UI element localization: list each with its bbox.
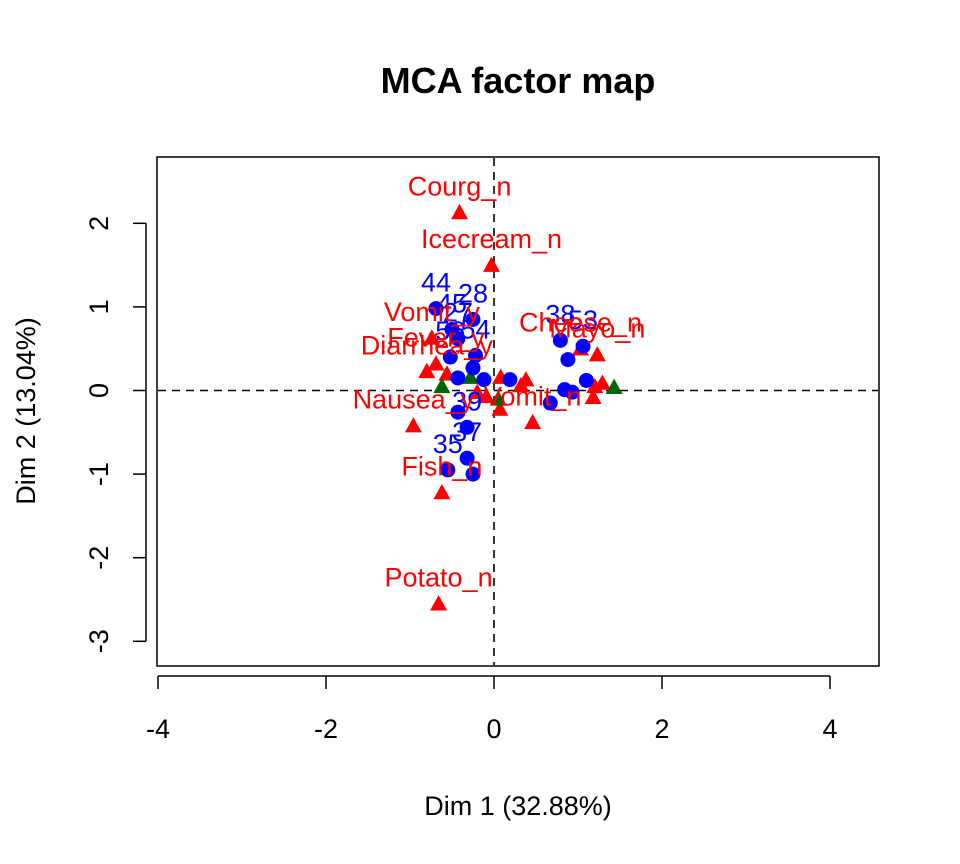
point-label-fish-n: Fish_n xyxy=(401,451,482,481)
y-tick-label: -1 xyxy=(84,462,114,486)
point-label-fever-y: Fever_y xyxy=(387,323,485,353)
individual-point-37 xyxy=(459,450,475,466)
point-label-54: 54 xyxy=(460,314,490,344)
x-axis: -4 -2 0 2 4 xyxy=(146,675,838,744)
chart-title: MCA factor map xyxy=(381,60,656,101)
point-label-44: 44 xyxy=(421,268,451,298)
category-point-potato-y xyxy=(468,383,486,399)
category-point-sex-f xyxy=(461,368,479,384)
point-label-38: 38 xyxy=(545,299,575,329)
individual-point-39 xyxy=(459,419,475,435)
individual-point-28 xyxy=(465,311,481,327)
category-point-potato-n xyxy=(430,595,448,611)
x-tick-label: 2 xyxy=(654,714,669,744)
category-point-abdo-n xyxy=(584,388,602,404)
individual-point xyxy=(542,395,558,411)
point-label-39: 39 xyxy=(452,386,482,416)
point-label-cheese-n: Cheese_n xyxy=(519,308,642,338)
point-label-courg-n: Courg_n xyxy=(408,171,512,201)
category-point-icecream-n xyxy=(482,256,500,272)
point-label-28: 28 xyxy=(458,278,488,308)
individual-point xyxy=(465,466,481,482)
point-label-37: 37 xyxy=(452,417,482,447)
category-point-age xyxy=(433,377,451,394)
individual-point xyxy=(502,372,518,388)
y-axis: -3 -2 -1 0 1 2 xyxy=(84,216,147,653)
x-tick-label: -4 xyxy=(146,714,170,744)
individual-point xyxy=(560,352,576,368)
individual-point xyxy=(578,372,594,388)
y-axis-label: Dim 2 (13.04%) xyxy=(11,317,41,505)
y-tick-label: 0 xyxy=(84,383,114,398)
category-point-fish-n xyxy=(433,483,451,500)
y-tick-label: 1 xyxy=(84,299,114,314)
point-label-potato-n: Potato_n xyxy=(385,563,493,593)
category-point-icecream-y xyxy=(477,387,495,404)
category-point-diarrhea-n xyxy=(593,374,611,390)
individual-point xyxy=(450,370,466,386)
category-point-diarrhea-y xyxy=(418,362,436,379)
category-point-vomit-n xyxy=(524,413,542,430)
individual-point-44 xyxy=(428,301,444,317)
y-tick-label: -2 xyxy=(84,546,114,570)
x-tick-label: -2 xyxy=(314,714,338,744)
data-marks xyxy=(404,203,623,611)
point-label-vomit-n: Vomit_n xyxy=(484,381,582,411)
category-point-fever-y xyxy=(427,355,445,371)
category-point-courg-y xyxy=(512,376,530,393)
category-point-nausea-n xyxy=(491,400,509,416)
individual-point-35 xyxy=(440,462,456,478)
category-point-courg-n xyxy=(451,203,469,220)
individual-point-54 xyxy=(468,347,484,363)
point-label-mayo-n: Mayo_n xyxy=(549,314,645,344)
individual-point xyxy=(465,360,481,376)
point-label-diarrhea-y: Diarrhea_y xyxy=(361,330,494,360)
point-label-53: 53 xyxy=(568,305,598,335)
point-label-icecream-n: Icecream_n xyxy=(421,224,562,254)
individual-point-38 xyxy=(552,332,568,348)
point-label-27: 27 xyxy=(443,298,473,328)
y-tick-label: 2 xyxy=(84,216,114,231)
individual-point xyxy=(450,404,466,420)
plot-frame xyxy=(156,156,880,667)
individual-point xyxy=(564,384,580,400)
individual-point xyxy=(476,372,492,388)
x-tick-label: 0 xyxy=(486,714,501,744)
category-point-nausea-y xyxy=(404,417,422,433)
point-label-56: 56 xyxy=(435,316,465,346)
individual-point-27 xyxy=(450,331,466,347)
x-tick-label: 4 xyxy=(822,714,837,744)
individual-point-56 xyxy=(442,349,458,365)
category-point-time xyxy=(605,378,623,394)
x-axis-label: Dim 1 (32.88%) xyxy=(424,791,612,821)
individual-point-53 xyxy=(575,338,591,354)
y-tick-label: -3 xyxy=(84,629,114,653)
point-label-vomit-y: Vomit_y xyxy=(384,297,481,327)
category-point-sex-m xyxy=(489,390,507,406)
point-label-45: 45 xyxy=(437,288,467,318)
category-point-mayo-n xyxy=(588,346,606,362)
category-point-vomit-y xyxy=(423,329,441,345)
point-label-nausea-y: Nausea_y xyxy=(353,385,475,415)
point-label-35: 35 xyxy=(433,429,463,459)
